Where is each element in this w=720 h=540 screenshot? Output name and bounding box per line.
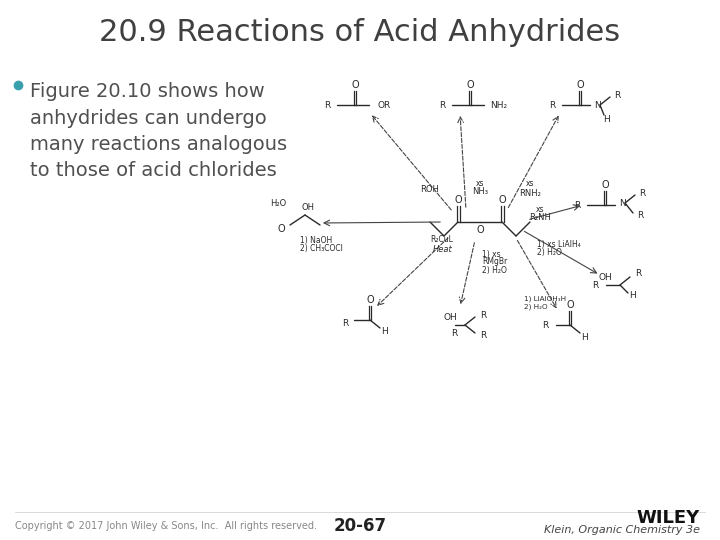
Text: O: O xyxy=(566,300,574,310)
Text: OR: OR xyxy=(377,100,390,110)
Text: R: R xyxy=(637,212,643,220)
Text: R: R xyxy=(614,91,620,99)
Text: R: R xyxy=(639,188,645,198)
Text: R: R xyxy=(451,328,457,338)
Text: O: O xyxy=(498,195,506,205)
Text: R: R xyxy=(342,320,348,328)
Text: O: O xyxy=(466,80,474,90)
Text: N: N xyxy=(594,100,600,110)
Text: ROH: ROH xyxy=(420,186,439,194)
Text: R₂NH: R₂NH xyxy=(529,213,551,221)
Text: R: R xyxy=(480,330,486,340)
Text: R: R xyxy=(480,310,486,320)
Text: O: O xyxy=(476,225,484,235)
Text: WILEY: WILEY xyxy=(636,509,700,527)
Text: O: O xyxy=(351,80,359,90)
Text: Klein, Organic Chemistry 3e: Klein, Organic Chemistry 3e xyxy=(544,525,700,535)
Text: R: R xyxy=(574,200,580,210)
Text: Heat: Heat xyxy=(433,246,453,254)
Text: OH: OH xyxy=(598,273,612,281)
Text: xs: xs xyxy=(536,206,544,214)
Text: 1) LiAlOH₃H: 1) LiAlOH₃H xyxy=(524,296,566,302)
Text: R: R xyxy=(635,269,642,279)
Text: O: O xyxy=(601,180,609,190)
Text: R: R xyxy=(592,280,598,289)
Text: R: R xyxy=(549,100,555,110)
Text: O: O xyxy=(366,295,374,305)
Text: xs: xs xyxy=(476,179,485,188)
Text: NH₂: NH₂ xyxy=(490,100,507,110)
Text: 1) xs LiAlH₄: 1) xs LiAlH₄ xyxy=(537,240,581,248)
Text: 2) H₂O: 2) H₂O xyxy=(524,303,548,310)
Text: O: O xyxy=(277,224,285,234)
Text: Copyright © 2017 John Wiley & Sons, Inc.  All rights reserved.: Copyright © 2017 John Wiley & Sons, Inc.… xyxy=(15,521,317,531)
Text: RMgBr: RMgBr xyxy=(482,258,508,267)
Text: 1) NaOH: 1) NaOH xyxy=(300,235,332,245)
Text: H: H xyxy=(603,116,609,125)
Text: 20-67: 20-67 xyxy=(333,517,387,535)
Text: R: R xyxy=(541,321,548,329)
Text: 2) H₂O: 2) H₂O xyxy=(482,266,507,274)
Text: O: O xyxy=(576,80,584,90)
Text: OH: OH xyxy=(444,313,457,321)
Text: RNH₂: RNH₂ xyxy=(519,188,541,198)
Text: 2) CH₃COCl: 2) CH₃COCl xyxy=(300,244,343,253)
Text: 1) xs: 1) xs xyxy=(482,249,500,259)
Text: 20.9 Reactions of Acid Anhydrides: 20.9 Reactions of Acid Anhydrides xyxy=(99,18,621,47)
Text: R: R xyxy=(438,100,445,110)
Text: H: H xyxy=(629,292,635,300)
Text: R: R xyxy=(324,100,330,110)
Text: R₂CuL: R₂CuL xyxy=(430,235,453,245)
Text: O: O xyxy=(454,195,462,205)
Text: NH₃: NH₃ xyxy=(472,187,488,197)
Text: xs: xs xyxy=(526,179,534,188)
Text: Figure 20.10 shows how
anhydrides can undergo
many reactions analogous
to those : Figure 20.10 shows how anhydrides can un… xyxy=(30,82,287,180)
Text: H₂O: H₂O xyxy=(270,199,286,207)
Text: 2) H₂O: 2) H₂O xyxy=(537,247,562,256)
Text: H: H xyxy=(582,333,588,341)
Text: H: H xyxy=(382,327,388,336)
Text: N: N xyxy=(619,199,626,207)
Text: OH: OH xyxy=(302,202,315,212)
